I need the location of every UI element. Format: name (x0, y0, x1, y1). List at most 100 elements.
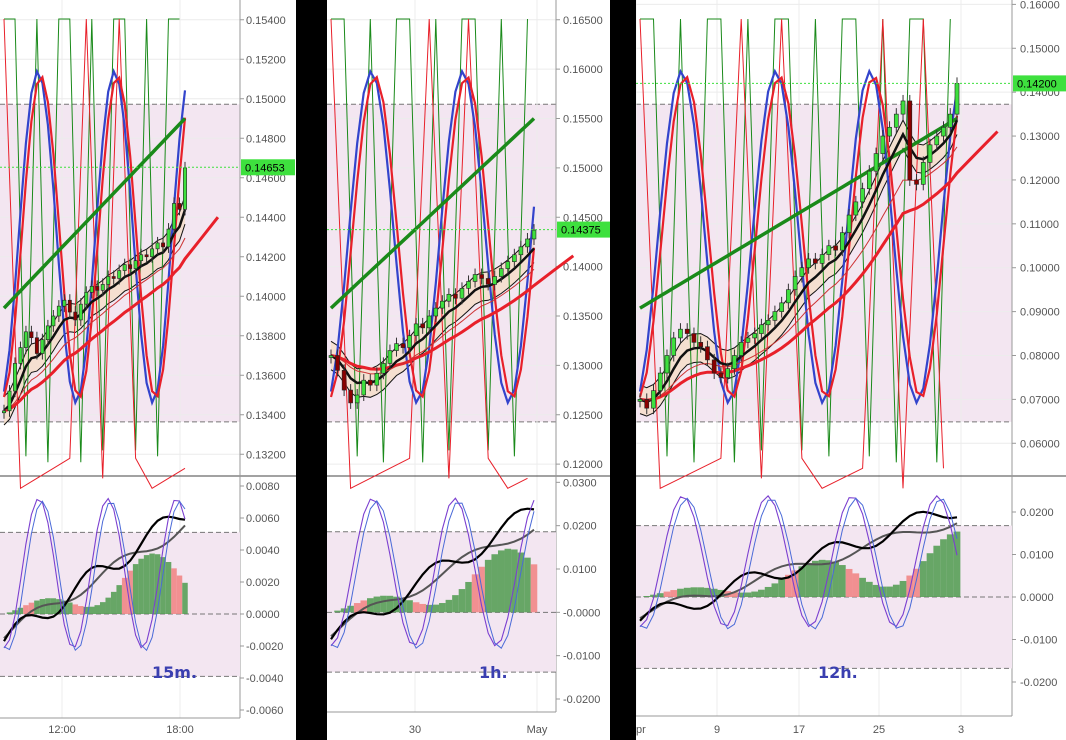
osc-hist-bar-green (656, 593, 664, 597)
osc-hist-bar-green (940, 539, 947, 597)
candle-down (479, 274, 484, 279)
osc-hist-bar-green (425, 604, 433, 613)
osc-hist-bar-red (127, 570, 133, 614)
candle-up (354, 394, 360, 404)
candle-up (799, 267, 805, 277)
price-tick-label: 0.12000 (1020, 175, 1060, 187)
stoch-zigzag-green (331, 18, 528, 463)
osc-hist-bar-green (953, 531, 961, 597)
osc-macd-line (3, 515, 186, 642)
last-price-label: 0.14200 (1017, 78, 1057, 90)
price-tick-label: 0.15000 (246, 94, 286, 106)
osc-hist-bar-green (386, 595, 394, 613)
osc-hist-bar-green (677, 588, 684, 597)
candle-up (900, 100, 906, 115)
candle-up (150, 248, 155, 258)
osc-tick-label: -0.0100 (563, 651, 600, 663)
osc-hist-bar-green (67, 602, 73, 614)
timeframe-label: 15m. (152, 663, 197, 682)
candle-up (512, 254, 517, 262)
candle-down (400, 343, 406, 348)
osc-hist-bar-green (697, 587, 705, 597)
stoch-k-line (2, 67, 187, 407)
osc-hist-bar-green (452, 595, 459, 613)
candle-up (498, 268, 504, 277)
osc-hist-bar-green (524, 557, 531, 613)
price-tick-label: 0.09000 (1020, 307, 1060, 319)
osc-tick-label: -0.0020 (246, 641, 283, 653)
stoch-zigzag-red (330, 18, 528, 490)
osc-macd-line (330, 507, 535, 640)
candle-down (691, 333, 697, 343)
candle-down (684, 328, 690, 334)
osc-hist-bar-green (6, 612, 13, 614)
candle-up (381, 363, 386, 374)
osc-hist-bar-green (165, 561, 172, 614)
chart-svg-1h: 0.16500 0.16000 0.15500 0.15000 0.14500 0.140… (327, 0, 610, 736)
candle-up (407, 335, 412, 348)
candle-up (525, 238, 530, 248)
candle-up (56, 305, 61, 317)
osc-hist-bar-green (933, 545, 941, 597)
osc-hist-bar-green (497, 550, 505, 613)
candle-up (518, 246, 524, 256)
osc-hist-bar-green (138, 558, 144, 614)
osc-hist-bar-green (432, 604, 440, 613)
osc-hist-bar-green (491, 554, 498, 613)
mid-ema-line (3, 209, 187, 412)
last-price-badge (241, 159, 295, 176)
osc-signal-line (3, 524, 186, 639)
osc-tick-label: 0.0100 (563, 564, 597, 576)
osc-hist-bar-green (393, 596, 400, 613)
stoch-d-line (2, 74, 187, 399)
price-tick-label: 0.15500 (563, 114, 603, 126)
candle-up (786, 289, 791, 304)
candle-down (705, 346, 710, 361)
osc-hist-bar-green (83, 606, 90, 614)
candle-up (866, 170, 872, 190)
osc-tick-label: -0.0000 (563, 607, 600, 619)
osc-hist-bar-green (347, 605, 354, 613)
candle-down (144, 254, 149, 258)
price-tick-label: 0.13000 (1020, 131, 1060, 143)
candle-up (732, 355, 737, 369)
osc-tick-label: 0.0100 (1020, 550, 1054, 562)
osc-hist-bar-red (663, 591, 671, 597)
osc-hist-bar-green (892, 584, 900, 597)
osc-hist-bar-red (731, 592, 738, 597)
osc-hist-bar-green (798, 566, 806, 597)
osc-hist-bar-red (78, 606, 84, 614)
time-tick-label: May (527, 724, 548, 736)
price-tick-label: 0.13500 (563, 311, 603, 323)
last-price-label: 0.14653 (245, 162, 285, 174)
price-tick-label: 0.14800 (246, 133, 286, 145)
price-tick-label: 0.11000 (1020, 219, 1059, 231)
osc-hist-bar-red (791, 570, 799, 597)
osc-hist-bar-green (334, 610, 341, 613)
osc-hist-bar-green (373, 596, 381, 613)
osc-hist-bar-green (105, 597, 111, 614)
last-price-badge (1013, 75, 1066, 92)
timeframe-label: 1h. (479, 663, 508, 682)
price-tick-label: 0.13200 (246, 449, 286, 461)
osc-hist-bar-green (182, 582, 188, 614)
candle-down (34, 337, 39, 354)
osc-hist-bar-green (737, 592, 745, 597)
osc-hist-bar-green (771, 583, 779, 597)
thin-ema-line (3, 237, 186, 412)
candle-down (368, 379, 373, 386)
osc-hist-bar-green (744, 592, 752, 597)
osc-tick-label: 0.0000 (1020, 592, 1054, 604)
stoch-d-line (638, 75, 959, 399)
candle-down (453, 293, 458, 299)
candle-up (117, 270, 122, 279)
osc-hist-bar-green (690, 587, 698, 597)
candle-up (51, 315, 56, 327)
candle-down (644, 399, 650, 409)
osc-hist-bar-green (458, 589, 466, 613)
osc-hist-bar-green (811, 560, 819, 597)
osc-hist-bar-green (879, 586, 887, 597)
osc-tick-label: -0.0040 (246, 673, 283, 685)
osc-hist-bar-green (511, 549, 518, 613)
candle-up (941, 126, 946, 137)
